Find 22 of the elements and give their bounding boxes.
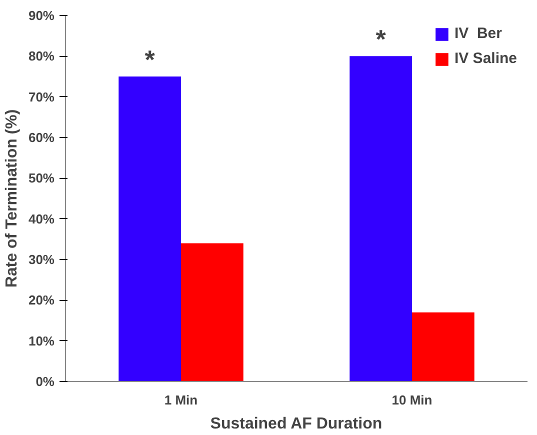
y-tick-label: 50% xyxy=(28,170,55,186)
y-tick-label: 70% xyxy=(28,89,55,104)
annotation: * xyxy=(144,44,156,74)
y-tick-label: 0% xyxy=(36,374,55,389)
y-axis-title: Rate of Termination (%) xyxy=(3,109,20,288)
x-axis-title: Sustained AF Duration xyxy=(210,416,382,432)
y-tick-label: 90% xyxy=(28,8,55,23)
bar xyxy=(181,243,244,382)
bar xyxy=(350,56,412,382)
y-tick-label: 10% xyxy=(28,333,55,348)
y-tick-label: 20% xyxy=(28,292,55,308)
y-tick-label: 30% xyxy=(28,252,55,267)
legend-label: IV Ber xyxy=(454,25,502,42)
y-tick-label: 80% xyxy=(28,48,55,64)
annotation: * xyxy=(376,24,387,54)
legend-label: IV Saline xyxy=(454,50,517,67)
bar xyxy=(118,76,181,382)
x-tick-label: 10 Min xyxy=(392,392,432,408)
x-tick-label: 1 Min xyxy=(164,392,198,408)
y-tick-label: 60% xyxy=(28,130,55,145)
y-tick-label: 40% xyxy=(28,211,55,226)
bar xyxy=(412,312,474,382)
